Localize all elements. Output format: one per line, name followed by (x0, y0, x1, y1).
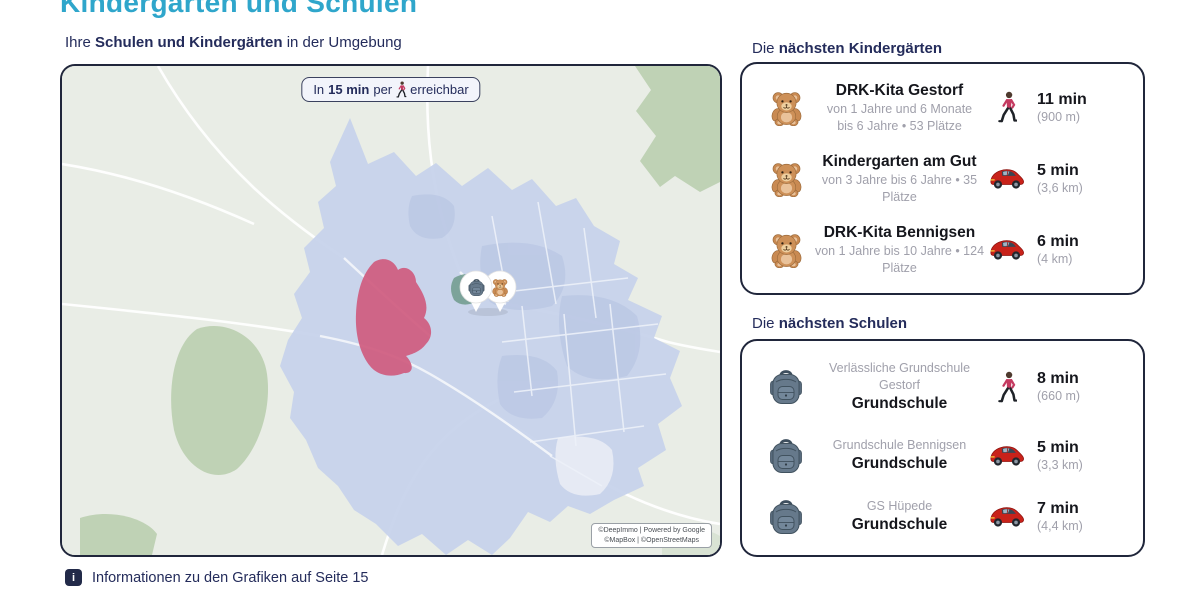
travel-time: 5 min (1037, 161, 1079, 179)
poi-subname: GS Hüpede (866, 499, 933, 514)
footer-text: Informationen zu den Grafiken auf Seite … (92, 569, 369, 586)
backpack-icon (760, 498, 812, 536)
list-item[interactable]: GS Hüpede Grundschule 7 min (4,4 km) (742, 498, 1143, 536)
heading-bold: nächsten Schulen (778, 315, 908, 332)
backpack-icon (760, 368, 812, 406)
map-subtitle-prefix: Ihre (65, 34, 96, 51)
heading-prefix: Die (752, 315, 779, 332)
car-icon (987, 237, 1027, 262)
poi-name: DRK-Kita Gestorf (835, 81, 964, 99)
village-streets (487, 201, 667, 487)
kindergarten-list: DRK-Kita Gestorf von 1 Jahre und 6 Monat… (740, 62, 1145, 295)
travel-time: 11 min (1037, 90, 1087, 108)
car-icon (987, 166, 1027, 191)
car-icon (987, 504, 1027, 529)
built-up-areas (408, 194, 641, 419)
list-item[interactable]: Verlässliche Grundschule Gestorf Grundsc… (742, 360, 1143, 414)
forest-areas (80, 66, 720, 555)
school-map-pin (459, 270, 493, 312)
poi-name: Grundschule (851, 395, 948, 413)
poi-name: DRK-Kita Bennigsen (823, 223, 976, 241)
travel-time: 7 min (1037, 499, 1079, 517)
badge-suffix: erreichbar (410, 82, 469, 97)
list-item[interactable]: DRK-Kita Bennigsen von 1 Jahre bis 10 Ja… (742, 223, 1143, 277)
footer-note: i Informationen zu den Grafiken auf Seit… (65, 569, 368, 586)
drive-zone (355, 259, 432, 376)
poi-details: von 1 Jahre und 6 Monate bis 6 Jahre • 5… (812, 101, 987, 135)
travel-distance: (660 m) (1037, 389, 1081, 404)
poi-subname: Verlässliche Grundschule Gestorf (828, 361, 971, 393)
list-item[interactable]: DRK-Kita Gestorf von 1 Jahre und 6 Monat… (742, 81, 1143, 135)
kindergarten-list-heading: Die nächsten Kindergärten (752, 40, 942, 57)
travel-time: 5 min (1037, 439, 1079, 457)
map-canvas (62, 66, 720, 555)
school-list-heading: Die nächsten Schulen (752, 315, 907, 332)
attribution-line2: ©MapBox | ©OpenStreetMaps (604, 536, 700, 544)
badge-prefix: In (313, 82, 325, 97)
poi-details-line1: von 1 Jahre und 6 Monate (826, 101, 973, 116)
map-markers (459, 270, 517, 316)
info-icon: i (65, 569, 82, 586)
travel-distance: (900 m) (1037, 109, 1081, 124)
poi-name: Grundschule (851, 516, 948, 533)
backpack-icon (760, 437, 812, 475)
travel-time: 6 min (1037, 232, 1079, 250)
poi-details: von 3 Jahre bis 6 Jahre • 35 Plätze (821, 172, 978, 204)
walk-time-badge: In 15 min per erreichbar (301, 77, 481, 102)
poi-name: Kindergarten am Gut (822, 152, 977, 170)
travel-distance: (4 km) (1037, 251, 1073, 266)
list-item[interactable]: Kindergarten am Gut von 3 Jahre bis 6 Ja… (742, 152, 1143, 206)
poi-details: von 1 Jahre bis 10 Jahre • 124 Plätze (814, 243, 985, 275)
car-icon (987, 443, 1027, 468)
walking-icon (987, 371, 1027, 403)
map-subtitle: Ihre Schulen und Kindergärten in der Umg… (65, 34, 402, 51)
teddy-bear-icon (760, 89, 812, 126)
heading-prefix: Die (752, 40, 779, 57)
travel-distance: (3,3 km) (1037, 458, 1083, 473)
badge-middle: per (373, 82, 393, 97)
poi-details-line2: bis 6 Jahre • 53 Plätze (837, 118, 962, 133)
page-title: Kindergärten und Schulen (60, 0, 418, 18)
travel-distance: (3,6 km) (1037, 180, 1083, 195)
poi-subname: Grundschule Bennigsen (832, 438, 967, 453)
school-list: Verlässliche Grundschule Gestorf Grundsc… (740, 339, 1145, 557)
teddy-bear-icon (760, 231, 812, 268)
attribution-line1: ©DeepImmo | Powered by Google (598, 527, 705, 535)
badge-time: 15 min (328, 82, 370, 97)
list-item[interactable]: Grundschule Bennigsen Grundschule 5 min … (742, 437, 1143, 475)
map-subtitle-bold: Schulen und Kindergärten (95, 34, 283, 51)
poi-name: Grundschule (851, 455, 948, 473)
travel-time: 8 min (1037, 370, 1079, 388)
travel-distance: (4,4 km) (1037, 518, 1083, 533)
map-subtitle-suffix: in der Umgebung (282, 34, 402, 51)
walking-icon (396, 81, 407, 98)
map-attribution: ©DeepImmo | Powered by Google ©MapBox | … (591, 523, 712, 548)
heading-bold: nächsten Kindergärten (778, 40, 943, 57)
teddy-bear-icon (760, 160, 812, 197)
map[interactable]: In 15 min per erreichbar ©DeepImmo | Powere… (60, 64, 722, 557)
walking-icon (987, 91, 1027, 123)
